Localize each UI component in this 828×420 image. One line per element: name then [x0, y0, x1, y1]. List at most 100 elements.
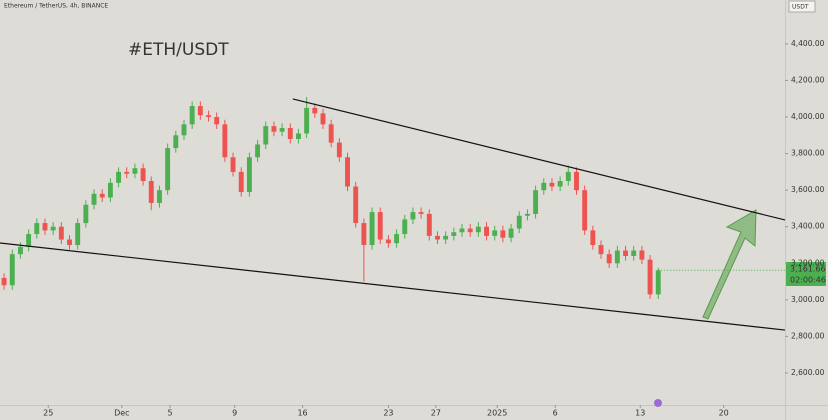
- candle-body: [230, 157, 236, 172]
- candle-body: [34, 223, 40, 235]
- candle-body: [484, 226, 489, 236]
- candle-body: [165, 148, 171, 191]
- candle-body: [631, 250, 637, 256]
- x-tick-label: 27: [431, 409, 441, 418]
- y-tick-label: 4,400.00: [791, 39, 825, 48]
- y-tick-label: 3,200.00: [791, 258, 825, 267]
- candle-body: [655, 270, 661, 295]
- candle-body: [451, 232, 457, 236]
- y-tick-label: 3,400.00: [791, 222, 825, 231]
- candle-body: [500, 230, 506, 238]
- candle-body: [67, 239, 72, 246]
- candle-body: [582, 190, 588, 231]
- candle-body: [116, 171, 122, 183]
- candle-body: [328, 124, 334, 143]
- candle-body: [533, 190, 539, 214]
- candle-body: [42, 223, 48, 231]
- candle-body: [369, 212, 375, 246]
- candle-body: [402, 219, 408, 235]
- x-tick-label: 9: [232, 409, 237, 418]
- currency-box: [788, 0, 816, 13]
- x-tick-label: 20: [719, 409, 729, 418]
- y-tick-label: 2,800.00: [791, 331, 825, 340]
- x-tick-label: 16: [297, 409, 307, 418]
- candle-body: [304, 107, 310, 134]
- trendline: [0, 242, 786, 331]
- candle-body: [238, 171, 244, 192]
- x-tick-label: 2025: [487, 409, 507, 418]
- candle-body: [492, 230, 498, 236]
- candle-body: [50, 226, 56, 231]
- x-tick-label: 23: [383, 409, 393, 418]
- symbol-info: Ethereum / TetherUS, 4h, BINANCE: [4, 3, 108, 10]
- candle-body: [606, 254, 612, 264]
- candle-body: [296, 133, 301, 139]
- last-price: 3,161.66: [790, 265, 826, 274]
- arrow: [702, 209, 757, 320]
- candle-body: [287, 127, 293, 139]
- candle-body: [214, 117, 220, 125]
- candle-body: [9, 254, 15, 286]
- event-icon: [654, 399, 662, 407]
- candle-body: [639, 250, 645, 260]
- chart-title: #ETH/USDT: [128, 40, 229, 60]
- candle-body: [320, 113, 326, 125]
- candle-body: [508, 228, 514, 238]
- x-tick-label: 6: [553, 409, 558, 418]
- candle-body: [255, 144, 261, 158]
- candle-body: [623, 250, 628, 256]
- candle-body: [312, 107, 318, 114]
- candle-body: [385, 239, 391, 244]
- candle-body: [361, 223, 367, 246]
- candle-body: [565, 171, 571, 182]
- candle-body: [173, 135, 179, 149]
- candle-body: [541, 182, 547, 191]
- plot: [0, 96, 786, 331]
- trendline: [292, 98, 786, 221]
- candle-body: [598, 245, 604, 255]
- candle-body: [524, 213, 530, 216]
- y-tick-label: 4,000.00: [791, 112, 825, 121]
- candle-body: [197, 106, 203, 116]
- candle-body: [614, 250, 620, 264]
- candle-body: [91, 193, 97, 205]
- y-tick-label: 3,800.00: [791, 149, 825, 158]
- candle-body: [222, 124, 228, 158]
- y-tick-label: 3,600.00: [791, 185, 825, 194]
- candle-body: [590, 230, 596, 246]
- candle-body: [435, 235, 440, 240]
- countdown: 02:00:46: [790, 276, 826, 285]
- candle-body: [157, 190, 162, 203]
- candle-body: [279, 127, 285, 132]
- candle-body: [75, 223, 81, 246]
- price-tag: [786, 262, 826, 286]
- candle-body: [557, 181, 563, 187]
- candle-body: [647, 259, 653, 295]
- candle-body: [271, 126, 277, 132]
- candle-body: [443, 235, 449, 240]
- candle-body: [124, 171, 130, 174]
- candle-body: [107, 182, 113, 198]
- candle-body: [549, 182, 555, 187]
- candle-body: [140, 168, 146, 182]
- candle-body: [345, 157, 350, 187]
- candle-body: [394, 234, 400, 244]
- candle-body: [26, 234, 32, 247]
- candle-body: [246, 157, 252, 192]
- x-tick-label: 5: [168, 409, 173, 418]
- candle-body: [418, 212, 424, 214]
- x-tick-label: 13: [635, 409, 645, 418]
- candle-body: [459, 228, 465, 233]
- candle-body: [410, 212, 416, 220]
- candle-body: [353, 186, 359, 224]
- candle-body: [377, 212, 383, 240]
- candle-body: [336, 142, 342, 158]
- candle-body: [58, 226, 64, 240]
- candle-body: [148, 181, 154, 203]
- candle-body: [426, 213, 432, 236]
- y-tick-label: 3,000.00: [791, 295, 825, 304]
- candle-body: [475, 226, 481, 233]
- candle-body: [132, 168, 138, 174]
